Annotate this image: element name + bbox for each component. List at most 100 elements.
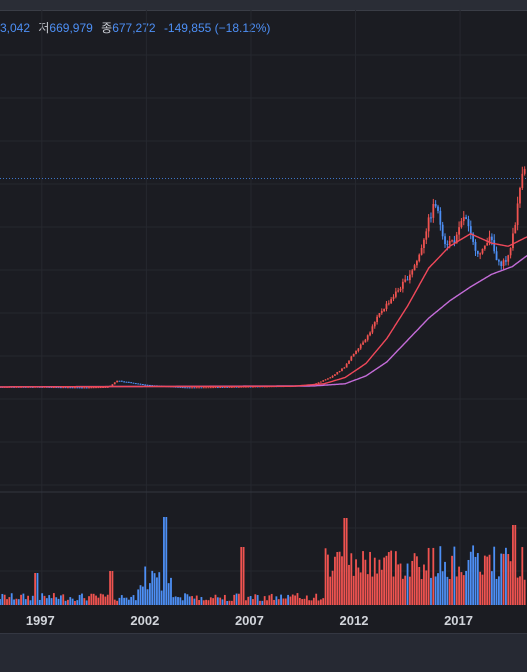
volume-bar: [284, 598, 287, 605]
candlesticks: [0, 166, 526, 389]
volume-bar: [331, 570, 334, 605]
candle-body: [67, 387, 69, 389]
volume-bar: [29, 600, 32, 605]
volume-bar: [10, 593, 13, 605]
volume-bar: [116, 600, 119, 605]
volume-bar: [45, 598, 48, 605]
volume-bar: [219, 597, 222, 605]
candle-body: [495, 251, 498, 261]
volume-bar: [425, 570, 428, 605]
candle-body: [432, 203, 435, 218]
volume-bar: [247, 596, 250, 605]
candle-body: [427, 217, 430, 232]
volume-bar: [153, 573, 156, 605]
candle-body: [207, 387, 210, 389]
volume-bar: [149, 583, 151, 605]
candle-body: [235, 386, 238, 388]
volume-bar: [85, 600, 88, 605]
volume-bar: [399, 563, 402, 605]
change-percent: (−18.12%): [214, 21, 271, 35]
candle-body: [76, 387, 79, 389]
candle-body: [399, 288, 402, 291]
volume-bar: [69, 597, 72, 605]
volume-bar: [371, 576, 374, 605]
volume-bar: [202, 600, 205, 605]
candle-body: [418, 254, 421, 262]
candle-body: [390, 299, 393, 304]
volume-bar: [352, 575, 355, 605]
volume-bar: [301, 599, 304, 605]
candle-body: [385, 303, 388, 309]
volume-bar: [345, 518, 348, 605]
candle-body: [483, 245, 486, 249]
candle-body: [465, 217, 468, 220]
candle-body: [357, 348, 360, 351]
volume-bar: [303, 598, 306, 605]
volume-bar: [113, 599, 116, 605]
volume-bar: [102, 594, 104, 605]
volume-bar: [67, 599, 69, 605]
candle-body: [216, 387, 219, 389]
candle-body: [198, 387, 200, 389]
volume-bar: [163, 517, 165, 605]
volume-bar: [132, 595, 135, 605]
candle-body: [88, 387, 90, 389]
volume-bar: [205, 599, 208, 605]
volume-bar: [413, 553, 416, 605]
volume-bar: [465, 570, 468, 605]
candle-body: [317, 382, 320, 384]
candle-body: [430, 217, 432, 219]
volume-bar: [448, 579, 451, 605]
volume-bar: [170, 577, 172, 605]
volume-bar: [74, 600, 76, 605]
candle-body: [92, 387, 95, 389]
volume-bar: [57, 598, 60, 605]
candle-body: [55, 387, 58, 389]
volume-bar: [13, 599, 15, 605]
candle-body: [95, 387, 97, 389]
volume-bar: [334, 556, 336, 605]
volume-bar: [81, 593, 83, 605]
volume-bar: [270, 593, 273, 605]
candle-body: [123, 381, 126, 383]
volume-bar: [88, 596, 90, 605]
volume-bar: [34, 573, 37, 605]
volume-bar: [362, 551, 364, 605]
volume-bar: [226, 600, 229, 605]
volume-bar: [411, 560, 414, 605]
candle-body: [366, 335, 369, 340]
volume-bar: [41, 593, 44, 605]
low-label: 저: [38, 21, 50, 35]
volume-bar: [366, 574, 369, 605]
candle-body: [327, 378, 329, 380]
candle-body: [350, 356, 353, 361]
candle-body: [446, 244, 449, 246]
time-axis: 1997 2002 2007 2012 2017: [0, 605, 527, 633]
volume-bar: [479, 571, 482, 605]
candle-body: [516, 203, 519, 226]
candle-body: [488, 236, 491, 244]
volume-bar: [158, 572, 161, 605]
volume-bar: [387, 552, 390, 605]
volume-bar: [385, 555, 388, 605]
volume-bar: [521, 547, 524, 605]
candle-body: [104, 386, 107, 388]
volume-bar: [156, 577, 158, 605]
volume-bar: [95, 595, 97, 605]
volume-bar: [36, 573, 39, 605]
volume-bar: [111, 571, 114, 605]
volume-bar: [167, 583, 170, 605]
low-value: 669,979: [49, 21, 93, 35]
candle-body: [230, 386, 233, 388]
volume-bar: [97, 597, 100, 605]
volume-bar: [514, 525, 517, 605]
price-chart[interactable]: [0, 10, 527, 605]
candle-body: [144, 384, 147, 386]
candle-body: [221, 386, 224, 388]
candle-body: [444, 236, 446, 245]
candle-body: [125, 381, 128, 383]
volume-bar: [83, 598, 86, 605]
x-tick-label-2017: 2017: [444, 613, 473, 628]
close-label: 종: [101, 21, 113, 35]
candle-body: [408, 274, 411, 281]
